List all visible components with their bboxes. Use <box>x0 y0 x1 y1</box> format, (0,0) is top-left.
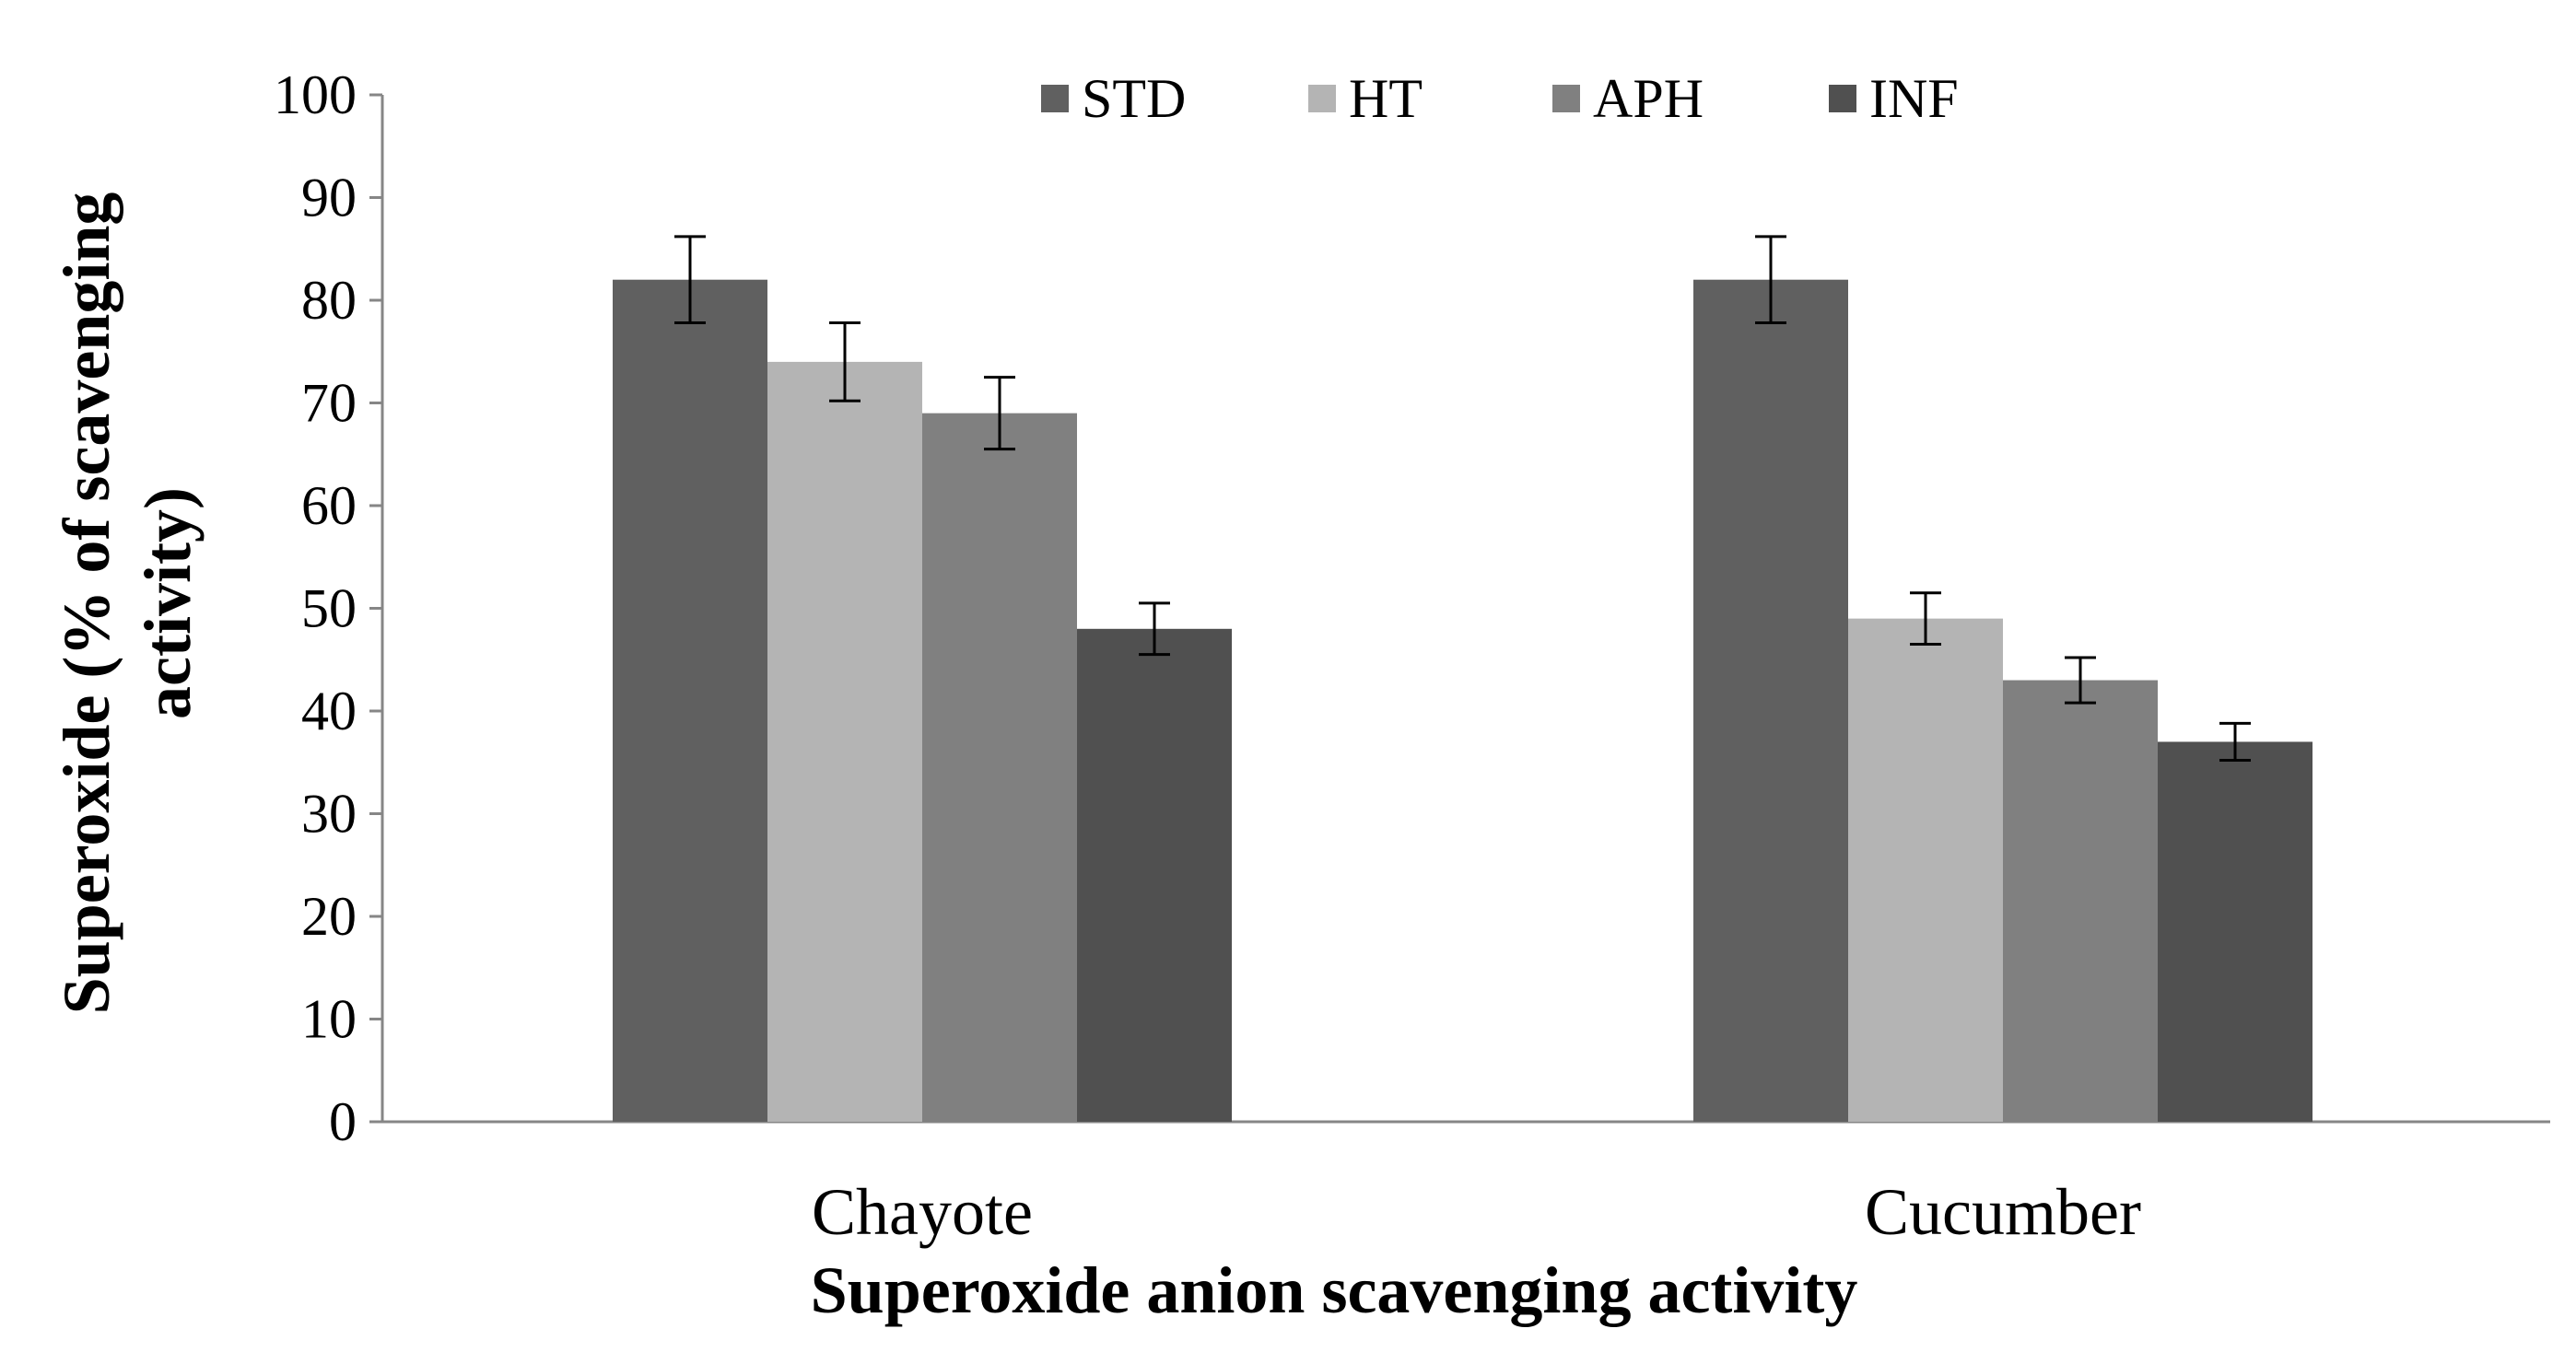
legend-item-inf: INF <box>1829 68 1959 129</box>
bar-cucumber-ht <box>1848 618 2003 1122</box>
y-tick-label: 20 <box>301 886 357 947</box>
error-bars <box>674 235 2251 763</box>
legend-label: INF <box>1869 68 1959 129</box>
legend: STD HT APH INF <box>1041 68 1959 129</box>
y-tick-label: 50 <box>301 578 357 639</box>
legend-swatch <box>1829 85 1856 112</box>
y-axis-title-line-1: Superoxide (% of scavenging <box>50 192 123 1015</box>
y-tick-label: 80 <box>301 270 357 331</box>
error-bar-cucumber-aph <box>2065 656 2096 705</box>
error-bar-chayote-std <box>674 235 706 325</box>
bar-cucumber-inf <box>2158 741 2313 1122</box>
bar-cucumber-std <box>1693 279 1848 1122</box>
error-bar-chayote-inf <box>1139 601 1170 657</box>
y-tick-label: 30 <box>301 784 357 845</box>
y-axis: 0 10 20 30 40 50 60 70 80 90 100 <box>274 64 2550 1152</box>
bars <box>613 279 2313 1122</box>
y-tick-label: 70 <box>301 373 357 434</box>
error-bar-cucumber-std <box>1755 235 1786 325</box>
legend-swatch <box>1308 85 1336 112</box>
error-bar-chayote-aph <box>984 376 1015 451</box>
y-tick-label: 0 <box>329 1091 357 1152</box>
error-bar-chayote-ht <box>829 321 861 402</box>
y-axis-title: Superoxide (% of scavenging activity) <box>50 192 205 1015</box>
bar-cucumber-aph <box>2003 680 2158 1122</box>
legend-item-aph: APH <box>1552 68 1704 129</box>
x-category-label: Cucumber <box>1865 1175 2141 1249</box>
y-tick-label: 100 <box>274 64 357 125</box>
y-tick-label: 10 <box>301 989 357 1050</box>
y-tick-label: 40 <box>301 681 357 741</box>
legend-label: HT <box>1349 68 1423 129</box>
legend-item-std: STD <box>1041 68 1186 129</box>
legend-label: STD <box>1082 68 1186 129</box>
bar-chayote-std <box>613 279 767 1122</box>
bar-chayote-inf <box>1077 628 1232 1122</box>
error-bar-cucumber-inf <box>2219 721 2251 763</box>
bar-chayote-ht <box>767 361 922 1122</box>
legend-swatch <box>1552 85 1580 112</box>
legend-item-ht: HT <box>1308 68 1423 129</box>
x-axis-title: Superoxide anion scavenging activity <box>811 1253 1858 1327</box>
legend-label: APH <box>1593 68 1704 129</box>
y-tick-label: 60 <box>301 475 357 536</box>
y-tick-label: 90 <box>301 168 357 228</box>
x-category-label: Chayote <box>812 1175 1033 1249</box>
bar-chayote-aph <box>922 413 1077 1122</box>
error-bar-cucumber-ht <box>1910 591 1941 647</box>
x-axis-categories: Chayote Cucumber <box>812 1175 2141 1249</box>
y-axis-title-line-2: activity) <box>131 487 205 719</box>
legend-swatch <box>1041 85 1069 112</box>
